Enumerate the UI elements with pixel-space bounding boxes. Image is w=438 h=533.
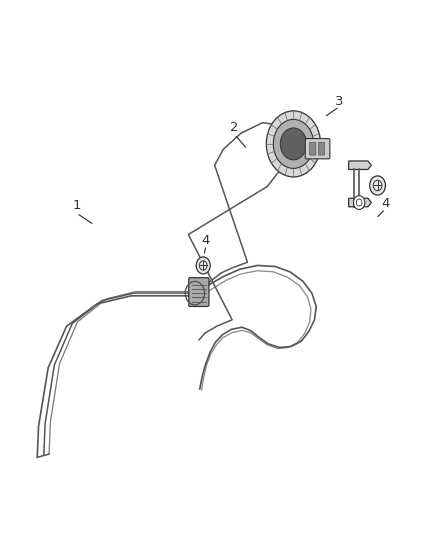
Text: 3: 3 — [335, 95, 344, 108]
Circle shape — [370, 176, 385, 195]
Polygon shape — [349, 161, 371, 169]
Text: 1: 1 — [72, 199, 81, 212]
FancyBboxPatch shape — [318, 142, 325, 155]
Circle shape — [353, 196, 365, 209]
FancyBboxPatch shape — [305, 139, 330, 159]
FancyBboxPatch shape — [310, 142, 316, 155]
Circle shape — [280, 128, 307, 160]
Text: 2: 2 — [230, 122, 239, 134]
FancyBboxPatch shape — [189, 278, 209, 306]
Circle shape — [196, 257, 210, 274]
Text: 4: 4 — [381, 197, 390, 210]
Text: 4: 4 — [201, 235, 210, 247]
Circle shape — [273, 119, 314, 168]
Circle shape — [266, 111, 321, 177]
Polygon shape — [349, 198, 371, 207]
